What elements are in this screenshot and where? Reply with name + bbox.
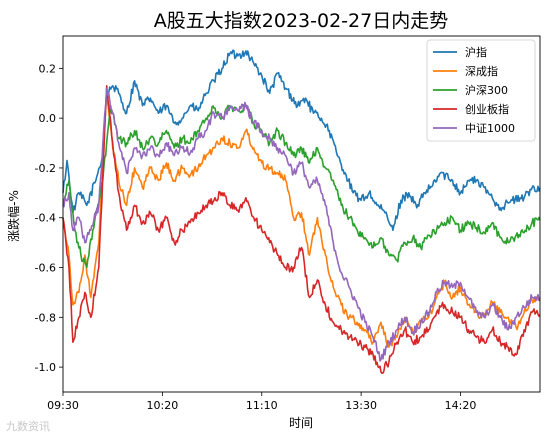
watermark-text: 九数资讯: [6, 420, 50, 433]
y-tick-label: -0.6: [35, 262, 56, 275]
legend-label: 沪深300: [465, 83, 508, 97]
y-tick-label: -1.0: [35, 361, 56, 374]
legend-label: 中证1000: [465, 122, 515, 135]
y-tick-label: 0.0: [39, 112, 57, 125]
legend-label: 创业板指: [465, 102, 509, 116]
axes-layer: 0.2 0.0 -0.2 -0.4 -0.6 -0.8 -1.0 09:30 10:20 11:1…: [35, 62, 477, 412]
x-tick-label: 13:30: [345, 399, 377, 412]
y-tick-label: 0.2: [39, 62, 57, 75]
y-tick-label: -0.2: [35, 162, 56, 175]
chart-title: A股五大指数2023-02-27日内走势: [154, 10, 448, 32]
y-axis-label: 涨跌幅-%: [6, 190, 21, 242]
x-tick-label: 14:20: [445, 399, 477, 412]
series-line-4: [62, 85, 541, 374]
series-line-3: [62, 104, 541, 269]
legend-label: 深成指: [465, 64, 498, 78]
series-layer: [62, 49, 541, 374]
series-line-1: [62, 49, 541, 231]
x-tick-label: 11:10: [246, 399, 278, 412]
y-tick-label: -0.4: [35, 212, 56, 225]
legend-box: [426, 39, 536, 142]
y-tick-label: -0.8: [35, 311, 56, 324]
plot-area-frame: [62, 35, 541, 393]
x-tick-label: 09:30: [47, 399, 79, 412]
legend-label: 沪指: [465, 45, 487, 59]
x-axis-label: 时间: [289, 416, 313, 430]
series-line-5: [62, 87, 541, 362]
series-line-2: [62, 92, 541, 348]
x-tick-label: 10:20: [147, 399, 179, 412]
